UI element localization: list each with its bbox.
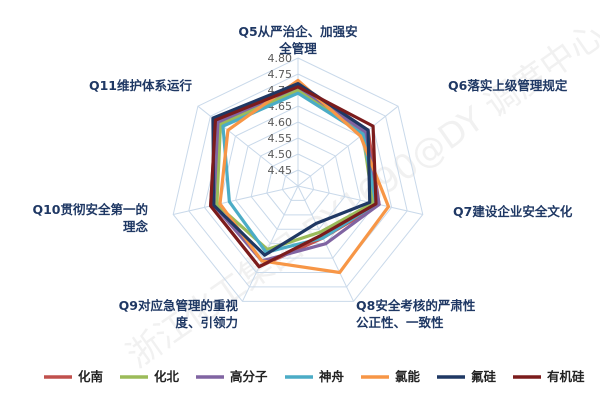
tick-label: 4.50 (268, 148, 293, 161)
radar-grid (172, 57, 424, 302)
legend-label: 化北 (154, 369, 180, 384)
series-line (211, 81, 372, 257)
tick-label: 4.75 (268, 68, 293, 81)
grid-spoke (173, 185, 299, 215)
legend-label: 氟硅 (471, 369, 497, 384)
legend-label: 有机硅 (547, 369, 585, 384)
axis-label: Q8安全考核的严肃性公正性、一致性 (356, 298, 476, 330)
legend-label: 化南 (78, 369, 104, 384)
grid-ring (281, 169, 315, 201)
legend: 化南 化北 高分子 神舟 氯能 氟硅 有机硅 (44, 369, 585, 384)
legend-label: 氯能 (395, 369, 421, 384)
axis-label: Q6落实上级管理规定 (448, 78, 568, 93)
grid-ring (219, 105, 377, 259)
axis-label: Q10贯彻安全第一的理念 (32, 202, 148, 234)
tick-label: 4.55 (268, 132, 293, 145)
axis-label: Q9对应急管理的重视度、引领力 (119, 298, 239, 330)
grid-ring (172, 57, 424, 302)
axis-label: Q11维护体系运行 (89, 78, 193, 93)
tick-label: 4.80 (268, 52, 293, 65)
grid-ring (266, 153, 330, 216)
legend-label: 神舟 (319, 369, 345, 384)
radar-series (209, 78, 391, 275)
legend-label: 高分子 (230, 369, 268, 384)
axis-labels: Q5从严治企、加强安全管理 Q6落实上级管理规定 Q7建设企业安全文化 Q8安全考核的… (32, 24, 572, 330)
grid-ring (250, 137, 346, 230)
grid-spoke (242, 185, 299, 302)
axis-label: Q5从严治企、加强安全管理 (238, 24, 357, 56)
grid-ring (188, 73, 408, 288)
series-line (209, 85, 378, 269)
tick-label: 4.60 (268, 116, 293, 129)
radial-tick-labels: 4.454.504.554.604.654.704.754.80 (268, 52, 293, 177)
axis-label: Q7建设企业安全文化 (453, 204, 573, 219)
series-line (218, 78, 391, 275)
grid-spoke (297, 185, 423, 215)
tick-label: 4.45 (268, 164, 293, 177)
grid-spoke (297, 105, 399, 187)
